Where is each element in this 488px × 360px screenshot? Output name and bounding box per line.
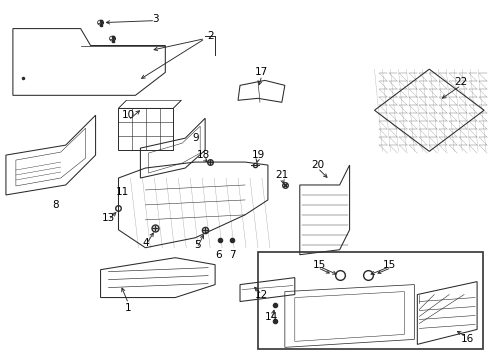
Text: 14: 14 <box>264 312 278 323</box>
Text: 18: 18 <box>196 150 209 160</box>
Text: 4: 4 <box>142 238 148 248</box>
Bar <box>118 108 173 150</box>
Text: 1: 1 <box>125 302 131 312</box>
Text: 21: 21 <box>275 170 288 180</box>
Text: 7: 7 <box>228 250 235 260</box>
Text: 13: 13 <box>102 213 115 223</box>
Text: 10: 10 <box>122 110 135 120</box>
Text: 9: 9 <box>191 133 198 143</box>
Text: 11: 11 <box>116 187 129 197</box>
Text: 3: 3 <box>152 14 158 24</box>
Text: 19: 19 <box>251 150 264 160</box>
Text: 17: 17 <box>255 67 268 77</box>
Bar <box>258 252 482 349</box>
Text: 8: 8 <box>52 200 59 210</box>
Text: 16: 16 <box>460 334 473 345</box>
Text: 5: 5 <box>193 240 200 250</box>
Text: 6: 6 <box>214 250 221 260</box>
Text: 22: 22 <box>454 77 467 87</box>
Text: 2: 2 <box>206 31 213 41</box>
Text: 12: 12 <box>255 289 268 300</box>
Text: 15: 15 <box>312 260 325 270</box>
Text: 15: 15 <box>382 260 395 270</box>
Text: 20: 20 <box>310 160 324 170</box>
